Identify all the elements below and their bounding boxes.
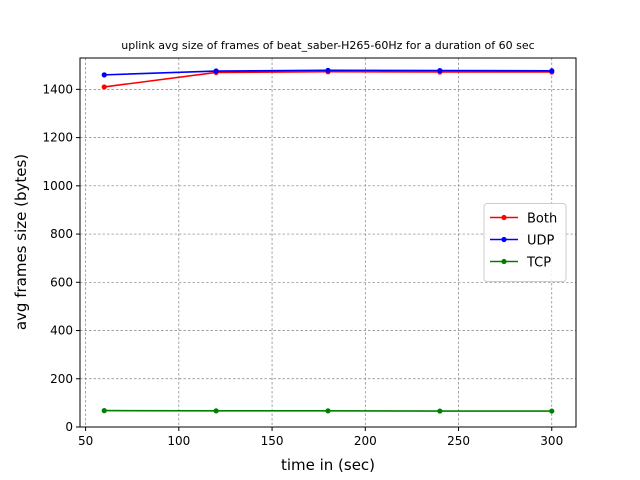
axis-ticks: 50 100 150 200 250 300 0 200 400 600 800 1000 1200 14… xyxy=(42,82,563,448)
y-tick-label: 1000 xyxy=(42,179,73,193)
y-tick-label: 0 xyxy=(65,420,73,434)
data-point-tcp xyxy=(437,408,443,414)
data-point-tcp xyxy=(325,408,331,414)
data-point-udp xyxy=(213,68,219,74)
data-point-udp xyxy=(325,67,331,73)
legend-marker-both xyxy=(501,214,507,221)
chart-title: uplink avg size of frames of beat_saber-… xyxy=(121,39,534,52)
data-point-tcp xyxy=(213,408,219,414)
x-tick-label: 250 xyxy=(447,434,470,448)
data-point-tcp xyxy=(101,408,107,414)
y-tick-label: 1400 xyxy=(42,82,73,96)
y-tick-label: 400 xyxy=(50,324,73,338)
series-layer xyxy=(101,67,555,414)
data-point-udp xyxy=(437,67,443,74)
x-axis-label: time in (sec) xyxy=(281,456,375,474)
x-tick-label: 50 xyxy=(78,434,93,448)
grid xyxy=(80,58,576,428)
legend-label-both: Both xyxy=(527,212,557,227)
data-point-udp xyxy=(549,68,555,74)
x-tick-label: 300 xyxy=(540,434,563,448)
y-tick-label: 1200 xyxy=(42,131,73,145)
x-tick-label: 100 xyxy=(167,434,190,448)
data-point-tcp xyxy=(549,408,555,414)
data-point-both xyxy=(101,84,107,90)
legend-marker-tcp xyxy=(501,258,507,265)
legend: Both UDP TCP xyxy=(483,203,567,282)
legend-marker-udp xyxy=(501,236,507,243)
y-axis-label: avg frames size (bytes) xyxy=(12,154,30,330)
x-tick-label: 150 xyxy=(261,434,284,448)
plot-frame xyxy=(79,57,577,428)
x-tick-label: 200 xyxy=(354,434,377,448)
data-point-udp xyxy=(101,72,107,78)
y-tick-label: 600 xyxy=(50,275,73,289)
legend-label-tcp: TCP xyxy=(526,256,551,271)
y-tick-label: 200 xyxy=(50,372,73,386)
y-tick-label: 800 xyxy=(50,227,73,241)
legend-label-udp: UDP xyxy=(527,234,555,249)
